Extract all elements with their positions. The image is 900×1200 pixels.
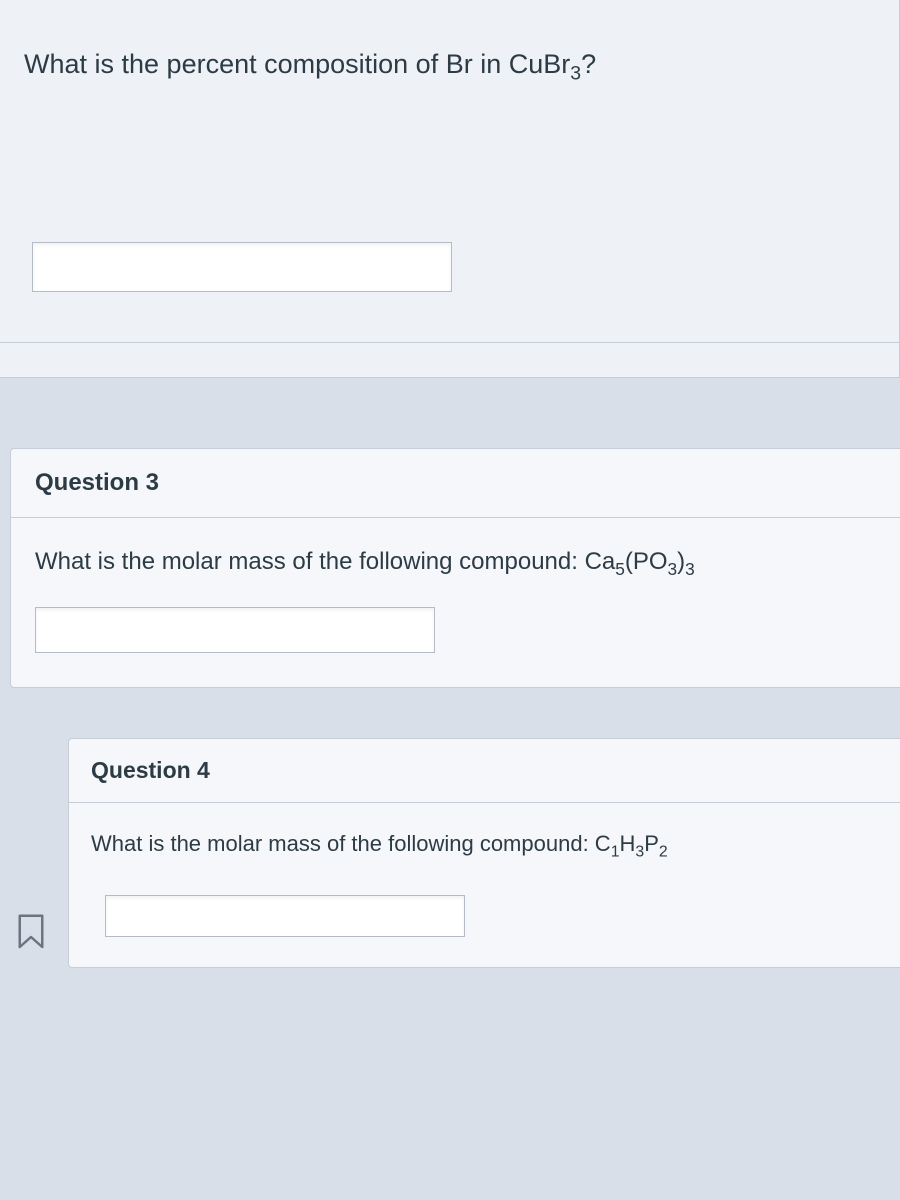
question-3-prefix: What is the molar mass of the following … bbox=[35, 548, 615, 575]
question-2-suffix: ? bbox=[581, 49, 596, 79]
question-4-card: Question 4 What is the molar mass of the… bbox=[68, 738, 900, 968]
question-2-text: What is the percent composition of Br in… bbox=[24, 28, 875, 82]
question-4-text: What is the molar mass of the following … bbox=[91, 829, 878, 859]
question-4-header: Question 4 bbox=[69, 739, 900, 803]
question-3-body: What is the molar mass of the following … bbox=[11, 518, 900, 686]
question-3-mid: (PO bbox=[625, 548, 668, 575]
question-3-sub2: 3 bbox=[668, 559, 678, 579]
question-4-mid2: P bbox=[644, 831, 659, 856]
question-2-sub: 3 bbox=[570, 62, 581, 84]
question-4-prefix: What is the molar mass of the following … bbox=[91, 831, 611, 856]
question-4-mid: H bbox=[620, 831, 636, 856]
question-3-mid2: ) bbox=[677, 548, 685, 575]
question-3-card: Question 3 What is the molar mass of the… bbox=[10, 448, 900, 687]
bookmark-icon[interactable] bbox=[16, 913, 46, 951]
question-4-sub3: 2 bbox=[659, 843, 668, 860]
question-2-prefix: What is the percent composition of Br in… bbox=[24, 49, 570, 79]
question-2-body: What is the percent composition of Br in… bbox=[0, 0, 899, 377]
question-4-sub2: 3 bbox=[635, 843, 644, 860]
question-2-card: What is the percent composition of Br in… bbox=[0, 0, 900, 378]
question-4-answer-input[interactable] bbox=[105, 895, 465, 937]
question-2-separator bbox=[0, 342, 899, 343]
question-3-header: Question 3 bbox=[11, 449, 900, 518]
question-3-text: What is the molar mass of the following … bbox=[35, 546, 876, 578]
question-3-sub3: 3 bbox=[685, 559, 695, 579]
question-4-body: What is the molar mass of the following … bbox=[69, 803, 900, 967]
question-4-sub1: 1 bbox=[611, 843, 620, 860]
question-3-sub1: 5 bbox=[615, 559, 625, 579]
quiz-page: What is the percent composition of Br in… bbox=[0, 0, 900, 968]
question-2-answer-input[interactable] bbox=[32, 242, 452, 292]
question-3-answer-input[interactable] bbox=[35, 607, 435, 653]
